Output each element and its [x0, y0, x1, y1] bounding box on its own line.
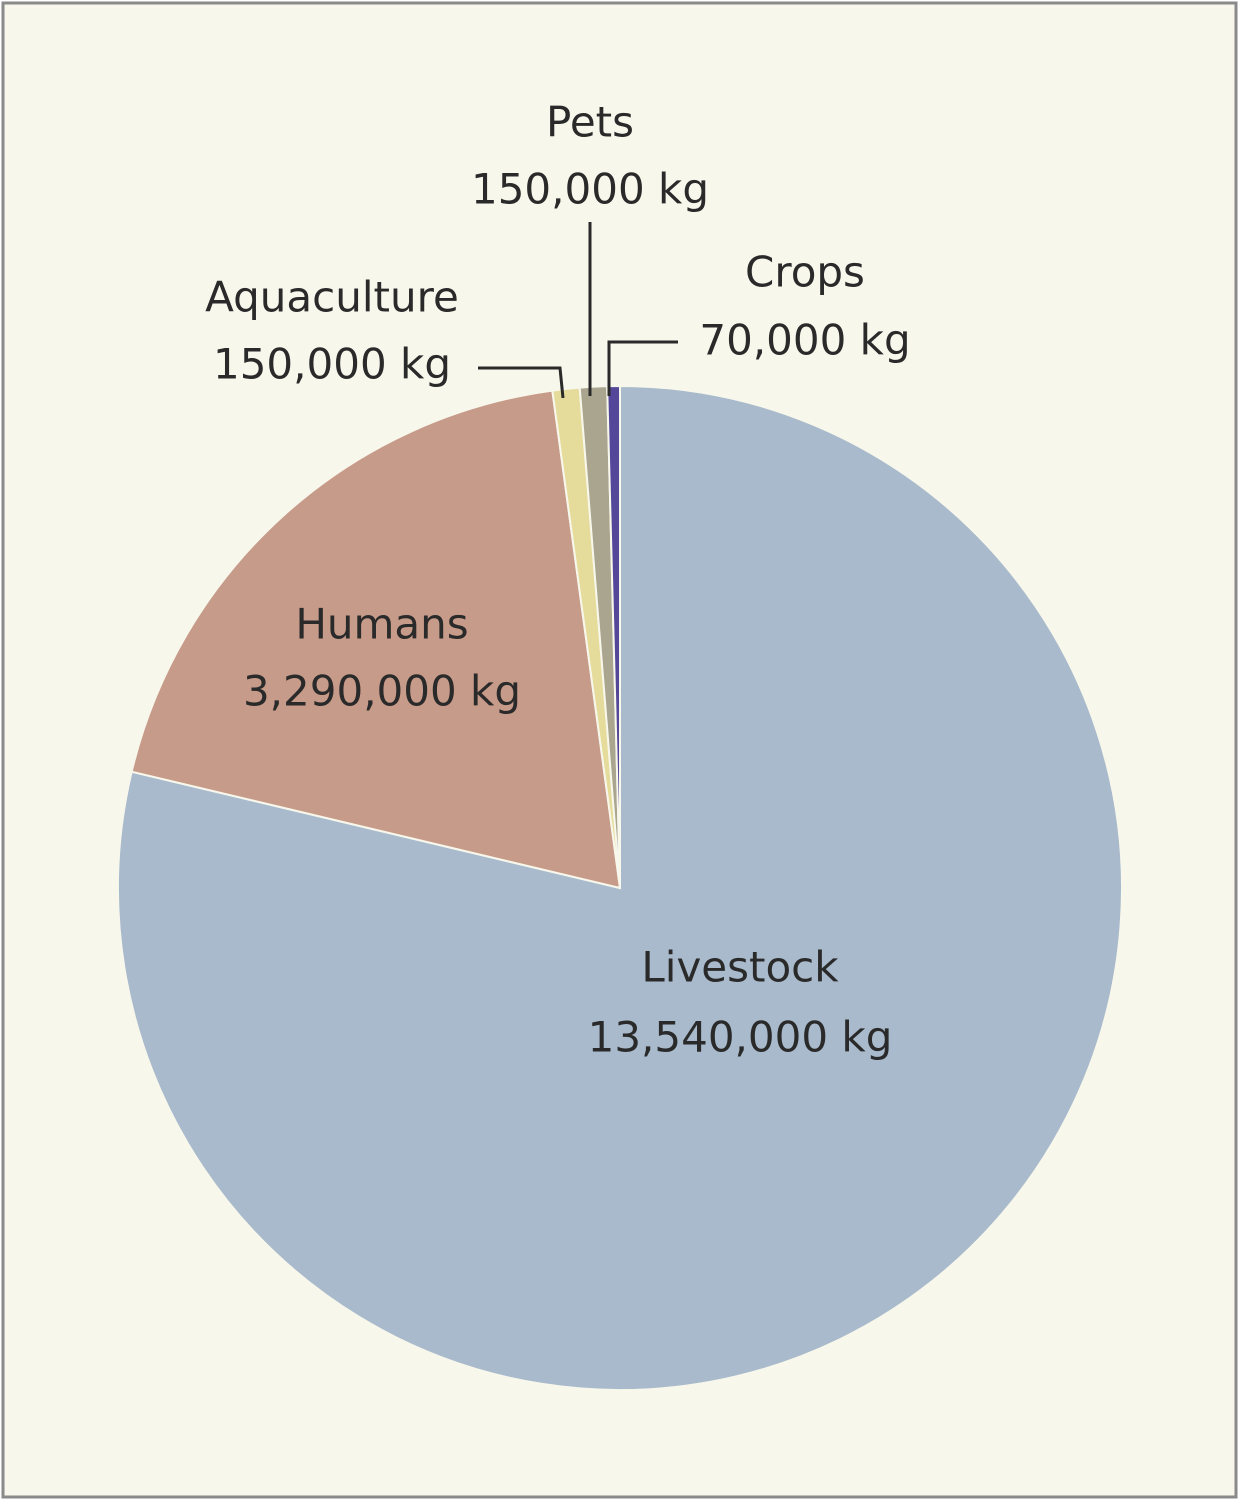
slice-label: Humans	[295, 600, 468, 649]
value-label: 13,540,000 kg	[588, 1013, 893, 1062]
slice-label: Aquaculture	[205, 273, 459, 322]
slice-label: Crops	[745, 248, 865, 297]
value-label: 150,000 kg	[213, 340, 451, 389]
slice-label: Pets	[546, 98, 634, 147]
labels: Livestock 13,540,000 kg Humans 3,290,000 kg…	[205, 98, 910, 1062]
pie	[117, 384, 1123, 1391]
slice-label: Livestock	[641, 943, 839, 992]
leader-line	[607, 340, 678, 396]
value-label: 70,000 kg	[699, 316, 910, 365]
value-label: 150,000 kg	[471, 165, 709, 214]
pie-slice	[130, 389, 622, 890]
leaders	[478, 222, 678, 399]
leader-line	[478, 366, 565, 399]
value-label: 3,290,000 kg	[243, 667, 521, 716]
pie-slice	[606, 384, 621, 889]
